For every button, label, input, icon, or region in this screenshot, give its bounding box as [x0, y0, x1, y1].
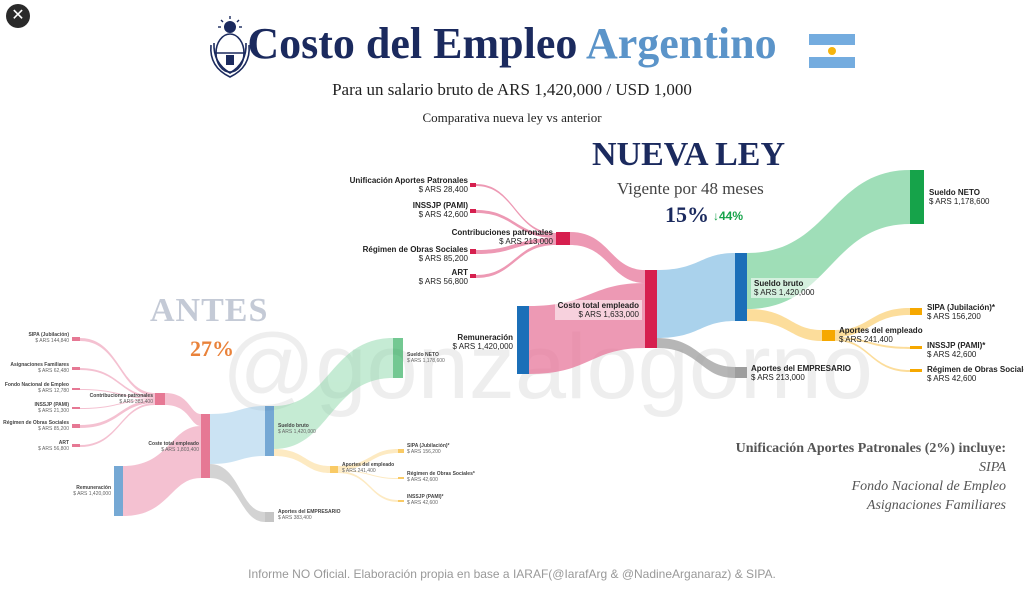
nueva-label-sueldo-neto: Sueldo NETO $ ARS 1,178,600: [929, 188, 990, 207]
note-title: Unificación Aportes Patronales (2%) incl…: [735, 441, 1006, 456]
nueva-ley-title: NUEVA LEY: [592, 136, 786, 173]
nueva-label-obras-2: Régimen de Obras Sociales $ ARS 42,600: [927, 365, 1024, 384]
unificacion-note: Unificación Aportes Patronales (2%) incl…: [736, 440, 1006, 516]
antes-label-inssjp-2: INSSJP (PAMI)* $ ARS 42,600: [407, 494, 444, 506]
nueva-label-inssjp-2: INSSJP (PAMI)* $ ARS 42,600: [927, 341, 986, 360]
title-accent: Argentino: [585, 19, 777, 68]
subtitle-comparativa: Comparativa nueva ley vs anterior: [422, 110, 602, 125]
nueva-label-aportes-empleado: Aportes del empleado $ ARS 241,400: [839, 326, 923, 345]
note-item: Fondo Nacional de Empleo: [851, 478, 1006, 494]
antes-label-obras-2: Régimen de Obras Sociales* $ ARS 42,600: [407, 471, 475, 483]
close-button[interactable]: ✕: [6, 4, 30, 28]
note-item: Asignaciones Familiares: [866, 497, 1006, 513]
nueva-ley-delta: ↓44%: [713, 209, 744, 223]
antes-label-sipa-2: SIPA (Jubilación)* $ ARS 156,200: [407, 443, 450, 455]
antes-label-remuneracion: Remuneración $ ARS 1,420,000: [73, 485, 111, 497]
antes-label-art: ART $ ARS 56,800: [38, 440, 69, 452]
nueva-ley-flows: [476, 170, 910, 378]
nueva-label-sueldo-bruto: Sueldo bruto $ ARS 1,420,000: [751, 278, 818, 299]
nueva-ley-vigencia: Vigente por 48 meses: [617, 179, 764, 198]
antes-label-costo: Coste total empleado $ ARS 1,803,400: [148, 441, 199, 453]
antes-label-sueldo-neto: Sueldo NETO $ ARS 1,178,600: [407, 352, 445, 364]
antes-label-inssjp: INSSJP (PAMI) $ ARS 21,300: [34, 402, 69, 414]
antes-label-aportes-empleado: Aportes del empleado $ ARS 241,400: [342, 462, 395, 474]
nueva-label-contrib: Contribuciones patronales $ ARS 213,000: [451, 228, 553, 247]
nueva-label-aportes-empresario: Aportes del EMPRESARIO $ ARS 213,000: [751, 364, 852, 383]
footer-source: Informe NO Oficial. Elaboración propia e…: [248, 567, 776, 581]
title-main: Costo del Empleo: [247, 19, 578, 68]
antes-label-asign: Asignaciones Familiares $ ARS 62,480: [10, 362, 69, 374]
antes-flows: [80, 338, 398, 522]
subtitle: Para un salario bruto de ARS 1,420,000 /…: [332, 80, 692, 99]
antes-percent: 27%: [190, 336, 234, 361]
nueva-label-sipa: SIPA (Jubilación)* $ ARS 156,200: [927, 303, 996, 322]
nueva-label-unificacion: Unificación Aportes Patronales $ ARS 28,4…: [349, 176, 468, 195]
nueva-ley-percent: 15%: [665, 202, 709, 227]
nueva-label-costo: Costo total empleado $ ARS 1,633,000: [554, 300, 642, 321]
antes-label-sipa: SIPA (Jubilación) $ ARS 144,840: [28, 332, 69, 344]
antes-label-contrib: Contribuciones patronales $ ARS 383,400: [89, 393, 153, 405]
nueva-label-inssjp: INSSJP (PAMI) $ ARS 42,600: [412, 201, 468, 220]
antes-label-aportes-empresario: Aportes del EMPRESARIO $ ARS 383,400: [278, 509, 341, 521]
antes-label-sueldo-bruto: Sueldo bruto $ ARS 1,420,000: [278, 423, 316, 435]
nueva-label-remuneracion: Remuneración $ ARS 1,420,000: [452, 333, 514, 352]
argentina-seal-icon: [210, 16, 250, 78]
nueva-ley-nodes: [470, 170, 924, 378]
nueva-label-art: ART $ ARS 56,800: [418, 268, 468, 287]
close-icon: ✕: [11, 7, 25, 24]
antes-label-obras: Régimen de Obras Sociales $ ARS 85,200: [3, 420, 69, 432]
antes-title: ANTES: [150, 292, 269, 329]
antes-nodes: [72, 337, 404, 522]
page-title: Costo del Empleo Argentino: [0, 18, 1024, 69]
nueva-label-obras: Régimen de Obras Sociales $ ARS 85,200: [362, 245, 468, 264]
note-item: SIPA: [979, 459, 1006, 475]
argentina-flag-icon: [809, 34, 855, 68]
antes-label-fondo: Fondo Nacional de Empleo $ ARS 12,780: [4, 382, 69, 394]
